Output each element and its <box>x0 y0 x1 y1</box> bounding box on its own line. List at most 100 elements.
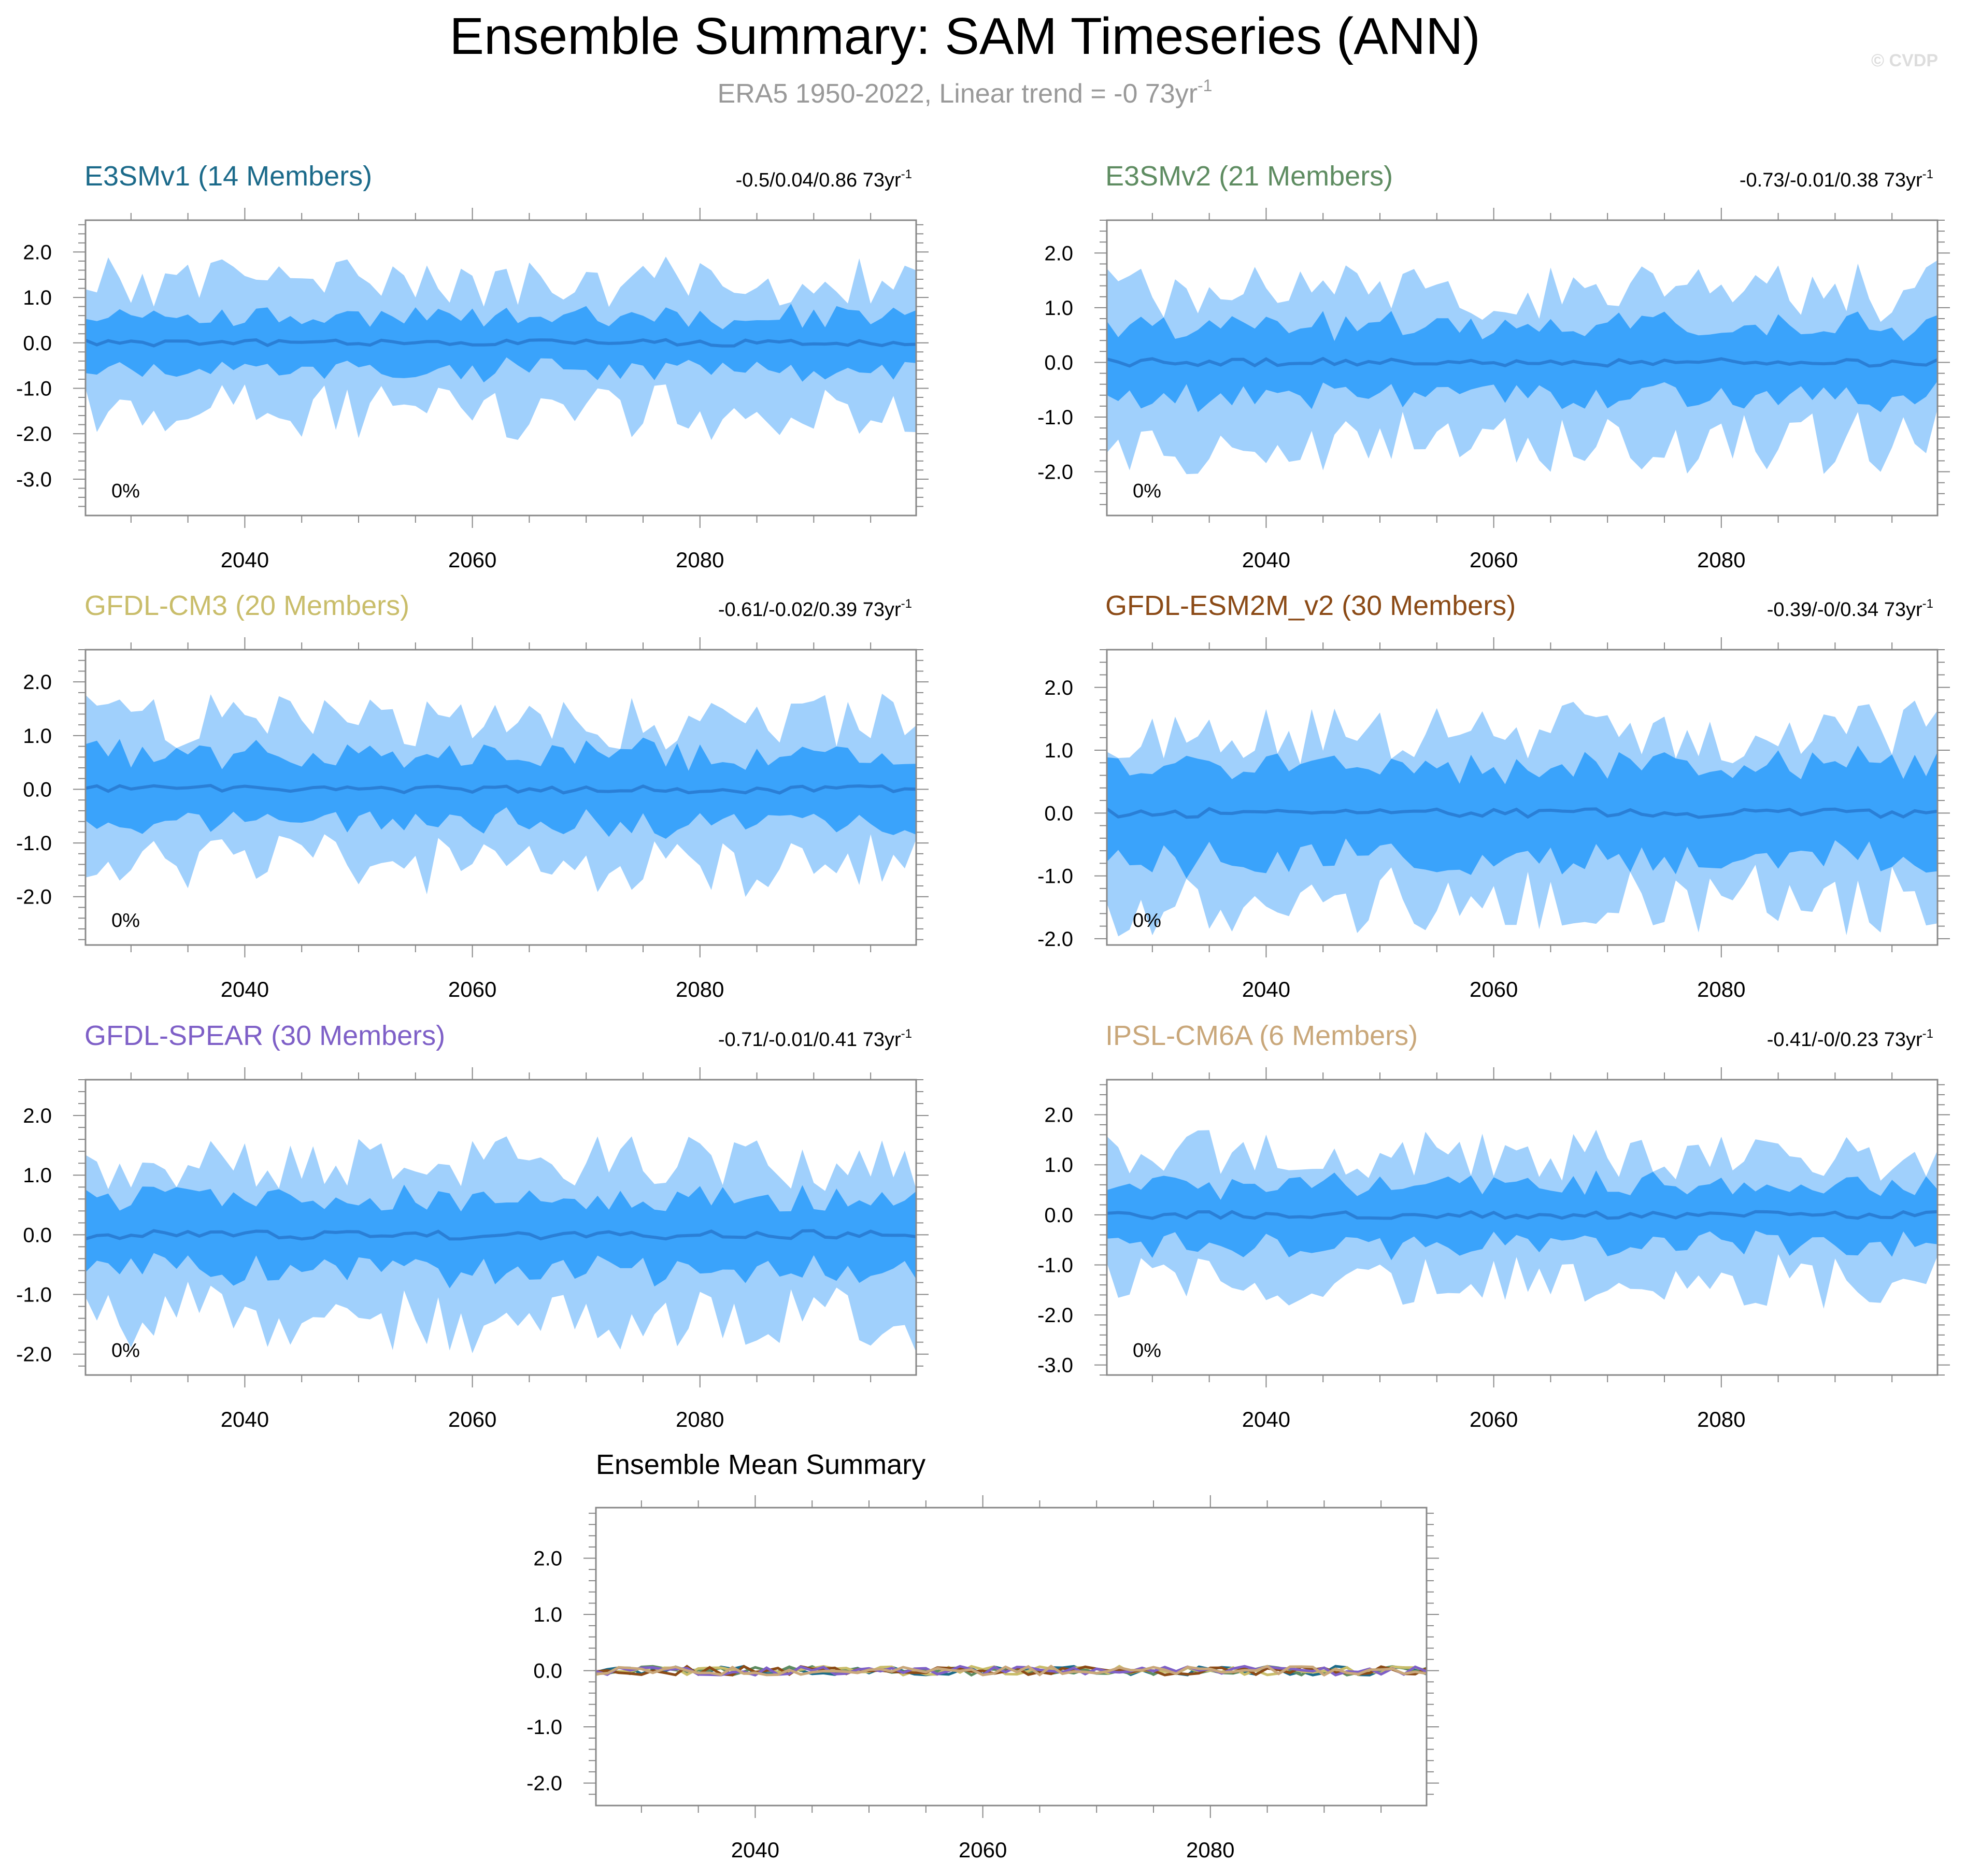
trend-label: -0.41/-0/0.23 73yr-1 <box>1767 1027 1933 1051</box>
y-tick-label: 2.0 <box>23 671 52 694</box>
x-tick-label: 2040 <box>221 977 269 1001</box>
chart-panel: Ensemble Mean Summary -2.0 -1.0 0.0 1.0 2.0 20… <box>526 1449 1439 1862</box>
x-tick-label: 2080 <box>676 977 724 1001</box>
median-line <box>1106 807 1938 819</box>
panel-title: E3SMv1 (14 Members) <box>84 161 372 192</box>
y-tick-label: 1.0 <box>533 1603 562 1626</box>
x-tick-label: 2060 <box>448 1407 496 1431</box>
trend-label: -0.71/-0.01/0.41 73yr-1 <box>718 1027 912 1051</box>
y-tick-label: 1.0 <box>1044 297 1073 320</box>
watermark: © CVDP <box>1871 51 1938 70</box>
x-tick-label: 2080 <box>676 1407 724 1431</box>
x-tick-label: 2080 <box>1697 977 1745 1001</box>
y-tick-label: 0.0 <box>1044 802 1073 825</box>
plot-frame <box>84 649 917 946</box>
x-tick-label: 2060 <box>1470 1407 1518 1431</box>
y-tick-label: 1.0 <box>23 287 52 309</box>
y-tick-label: -1.0 <box>526 1716 562 1739</box>
x-tick-label: 2060 <box>959 1838 1007 1862</box>
y-tick-label: 2.0 <box>1044 1104 1073 1127</box>
trend-sup: -1 <box>901 597 912 611</box>
percent-label: 0% <box>1133 910 1161 932</box>
y-tick-label: -2.0 <box>1037 461 1073 484</box>
chart-panel: E3SMv2 (21 Members) -0.73/-0.01/0.38 73yr… <box>1037 161 1950 572</box>
y-tick-label: 2.0 <box>23 241 52 264</box>
x-tick-label: 2040 <box>1242 1407 1290 1431</box>
trend-label: -0.61/-0.02/0.39 73yr-1 <box>718 597 912 621</box>
chart-panel: GFDL-CM3 (20 Members) -0.61/-0.02/0.39 73… <box>16 590 929 1001</box>
trend-sup: -1 <box>1922 597 1933 611</box>
y-tick-label: -3.0 <box>1037 1354 1073 1377</box>
y-tick-label: 0.0 <box>533 1660 562 1683</box>
y-tick-label: -2.0 <box>1037 928 1073 951</box>
y-tick-label: -1.0 <box>16 377 52 400</box>
y-tick-label: 1.0 <box>1044 1154 1073 1177</box>
percent-label: 0% <box>111 910 140 932</box>
plot-frame <box>1106 219 1939 517</box>
chart-panel: GFDL-ESM2M_v2 (30 Members) -0.39/-0/0.34 … <box>1037 590 1950 1001</box>
trend-value: -0.61/-0.02/0.39 73yr <box>718 599 901 621</box>
trend-value: -0.73/-0.01/0.38 73yr <box>1740 169 1922 191</box>
y-tick-label: -1.0 <box>1037 406 1073 429</box>
x-tick-label: 2040 <box>731 1838 779 1862</box>
trend-value: -0.41/-0/0.23 73yr <box>1767 1029 1922 1051</box>
x-tick-label: 2080 <box>1186 1838 1234 1862</box>
panel-title: Ensemble Mean Summary <box>596 1449 925 1480</box>
trend-value: -0.71/-0.01/0.41 73yr <box>718 1029 901 1051</box>
y-tick-label: -2.0 <box>526 1772 562 1795</box>
plot-frame <box>1106 649 1939 946</box>
percent-label: 0% <box>111 480 140 502</box>
y-tick-label: -2.0 <box>16 1343 52 1366</box>
x-tick-label: 2040 <box>221 548 269 572</box>
figure-subtitle: ERA5 1950-2022, Linear trend = -0 73yr-1 <box>718 76 1213 109</box>
percent-label: 0% <box>111 1340 140 1362</box>
trend-sup: -1 <box>1922 167 1933 181</box>
y-tick-label: 2.0 <box>533 1548 562 1570</box>
plot-frame <box>84 1079 917 1376</box>
panel-title: GFDL-SPEAR (30 Members) <box>84 1020 445 1051</box>
trend-sup: -1 <box>1922 1027 1933 1041</box>
x-tick-label: 2080 <box>676 548 724 572</box>
y-tick-label: -2.0 <box>16 886 52 909</box>
panel-title: GFDL-ESM2M_v2 (30 Members) <box>1105 590 1516 621</box>
chart-panel: GFDL-SPEAR (30 Members) -0.71/-0.01/0.41 … <box>16 1020 929 1431</box>
x-tick-label: 2060 <box>448 977 496 1001</box>
y-tick-label: 2.0 <box>1044 242 1073 265</box>
figure-title: Ensemble Summary: SAM Timeseries (ANN) <box>449 7 1480 65</box>
y-tick-label: -1.0 <box>1037 865 1073 888</box>
plot-frame <box>84 219 917 517</box>
trend-label: -0.73/-0.01/0.38 73yr-1 <box>1740 167 1933 191</box>
y-tick-label: 2.0 <box>1044 677 1073 699</box>
y-tick-label: -1.0 <box>16 832 52 855</box>
y-tick-label: 0.0 <box>1044 351 1073 374</box>
y-tick-label: 0.0 <box>1044 1204 1073 1227</box>
y-tick-label: 0.0 <box>23 1224 52 1247</box>
trend-label: -0.39/-0/0.34 73yr-1 <box>1767 597 1933 621</box>
x-tick-label: 2040 <box>1242 548 1290 572</box>
y-tick-label: 2.0 <box>23 1105 52 1127</box>
y-tick-label: 0.0 <box>23 332 52 355</box>
trend-sup: -1 <box>901 167 912 181</box>
chart-panel: IPSL-CM6A (6 Members) -0.41/-0/0.23 73yr-… <box>1037 1020 1950 1431</box>
panel-title: IPSL-CM6A (6 Members) <box>1105 1020 1418 1051</box>
y-tick-label: -1.0 <box>16 1284 52 1307</box>
y-tick-label: 1.0 <box>23 725 52 748</box>
trend-value: -0.5/0.04/0.86 73yr <box>736 169 901 191</box>
median-line <box>1106 1210 1938 1220</box>
x-tick-label: 2080 <box>1697 548 1745 572</box>
panel-title: GFDL-CM3 (20 Members) <box>84 590 409 621</box>
plot-frame <box>595 1507 1428 1807</box>
subtitle-main: ERA5 1950-2022, Linear trend = -0 73yr <box>718 79 1198 109</box>
x-tick-label: 2040 <box>221 1407 269 1431</box>
median-line <box>85 784 917 795</box>
median-line <box>84 338 917 348</box>
x-tick-label: 2060 <box>1470 977 1518 1001</box>
y-tick-label: -2.0 <box>1037 1304 1073 1327</box>
trend-sup: -1 <box>901 1027 912 1041</box>
chart-panel: E3SMv1 (14 Members) -0.5/0.04/0.86 73yr-1… <box>16 161 929 572</box>
y-tick-label: -1.0 <box>1037 1254 1073 1277</box>
x-tick-label: 2060 <box>1470 548 1518 572</box>
x-tick-label: 2060 <box>448 548 496 572</box>
panel-title: E3SMv2 (21 Members) <box>1105 161 1393 192</box>
y-tick-label: -2.0 <box>16 423 52 446</box>
